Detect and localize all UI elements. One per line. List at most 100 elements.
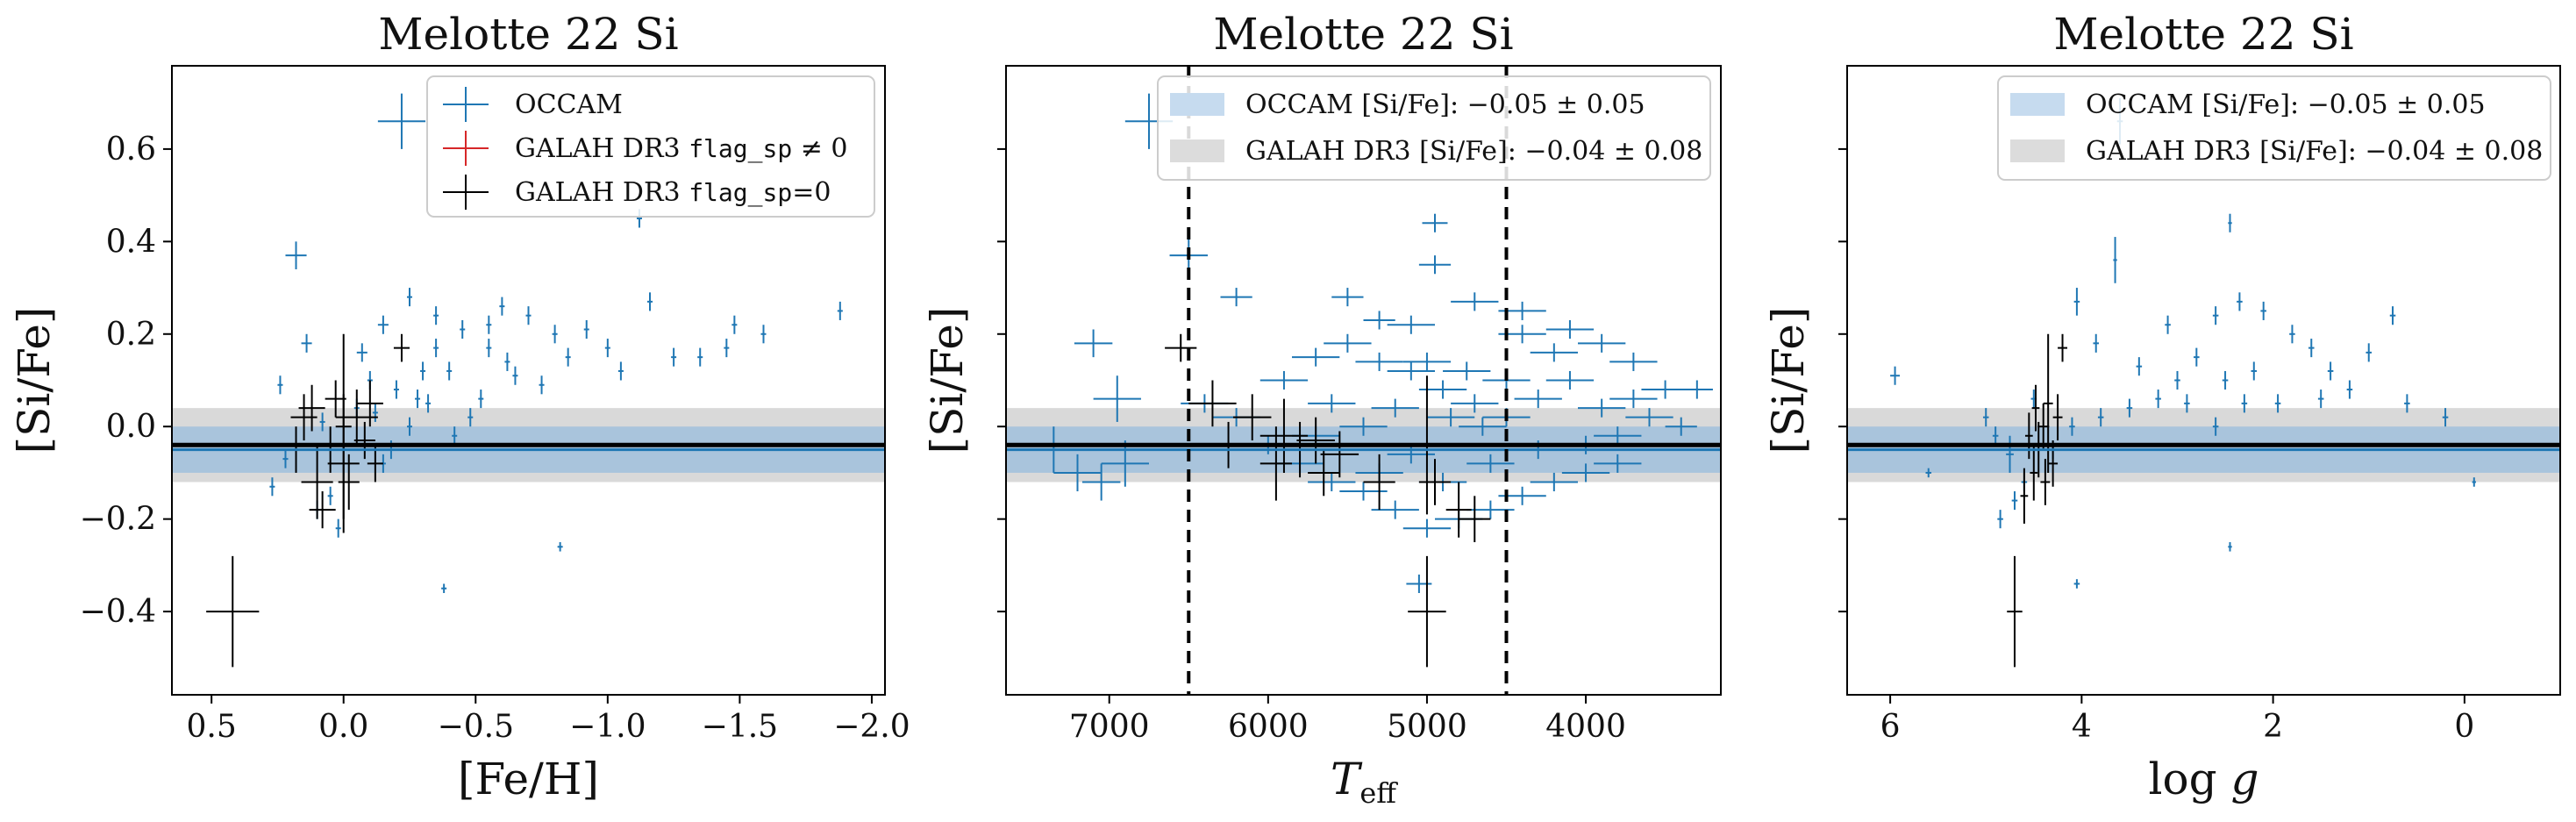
data-point: [2274, 394, 2281, 413]
data-point: [1997, 510, 2003, 529]
data-point: [2472, 477, 2476, 487]
legend: OCCAM [Si/Fe]: −0.05 ± 0.05 GALAH DR3 [Si…: [1997, 75, 2551, 181]
legend-label: OCCAM [Si/Fe]: −0.05 ± 0.05: [1245, 89, 1645, 120]
data-point: [367, 445, 383, 482]
data-point: [353, 421, 375, 460]
x-axis-label: log g: [2148, 754, 2258, 804]
data-point: [1402, 352, 1452, 371]
x-tick-label: 2: [2263, 709, 2283, 745]
data-point: [486, 315, 492, 334]
data-point: [2040, 459, 2051, 505]
data-point: [1363, 454, 1395, 511]
legend-label: OCCAM: [515, 89, 623, 120]
data-point: [2222, 370, 2229, 390]
data-point: [2073, 288, 2080, 316]
data-point: [2212, 306, 2219, 325]
data-point: [512, 366, 518, 385]
data-point: [452, 426, 458, 446]
data-point: [2126, 398, 2133, 418]
data-point: [406, 288, 413, 307]
data-point: [1093, 375, 1141, 422]
data-point: [1443, 361, 1491, 381]
plot-area: [1847, 97, 2560, 668]
legend-entry: GALAH DR3 [Si/Fe]: −0.04 ± 0.08: [1170, 136, 1702, 167]
data-point: [1053, 454, 1102, 492]
data-point: [486, 339, 492, 358]
x-tick-label: 6000: [1228, 709, 1309, 745]
data-point: [269, 477, 275, 497]
legend-marker: [443, 175, 489, 210]
data-point: [1331, 288, 1364, 307]
panel-feh: 0.5 0.0 −0.5 −1.0 −1.5 −2.0 −0.4 −0.2 0.0 0.2 0.4 0…: [9, 9, 910, 804]
chart-title: Melotte 22 Si: [2053, 9, 2353, 60]
data-point: [604, 339, 610, 358]
data-point: [1545, 319, 1595, 340]
legend-entry: OCCAM [Si/Fe]: −0.05 ± 0.05: [1170, 89, 1645, 120]
data-point: [2113, 237, 2117, 283]
legend-patch: [1170, 139, 1224, 162]
legend-frame: [1997, 75, 2551, 181]
data-point: [1320, 431, 1359, 478]
data-point: [1530, 472, 1578, 492]
data-point: [2212, 417, 2219, 436]
y-tick-label: −0.2: [80, 502, 156, 538]
data-point: [760, 325, 767, 344]
data-point: [1232, 394, 1272, 441]
data-point: [327, 486, 333, 505]
data-point: [1992, 426, 1999, 446]
x-tick-label: 0: [2454, 709, 2474, 745]
legend-patch: [2010, 139, 2065, 162]
legend-marker: [443, 131, 489, 166]
data-point: [356, 380, 383, 427]
data-point: [1074, 329, 1113, 358]
x-tick-label: −2.0: [833, 709, 910, 745]
data-point: [2184, 394, 2190, 413]
legend-label: GALAH DR3 [Si/Fe]: −0.04 ± 0.08: [2086, 136, 2543, 167]
data-point: [617, 361, 624, 381]
x-tick-label: 4000: [1545, 709, 1626, 745]
data-point: [1466, 454, 1515, 473]
data-point: [1609, 352, 1658, 371]
data-point: [499, 297, 505, 316]
data-point: [1101, 440, 1149, 487]
axes-frame: [1846, 65, 2561, 696]
data-point: [2030, 445, 2038, 501]
legend-label: GALAH DR3 flag_sp ≠ 0: [515, 133, 848, 164]
x-tick-label: 0.5: [187, 709, 237, 745]
data-point: [309, 491, 336, 529]
x-axis-label: [Fe/H]: [458, 754, 599, 804]
data-point: [415, 390, 421, 409]
y-tick-label: −0.4: [80, 594, 156, 630]
data-point: [1545, 370, 1595, 390]
legend-label: GALAH DR3 flag_sp=0: [515, 177, 831, 208]
data-point: [1426, 408, 1475, 427]
x-axis-label: Teff: [1331, 754, 1398, 810]
y-tick-label: 0.4: [106, 224, 156, 260]
data-point: [1422, 213, 1448, 232]
legend-frame: [1157, 75, 1711, 181]
data-point: [1594, 426, 1642, 446]
data-point: [425, 394, 432, 413]
x-tick-label: 0.0: [318, 709, 368, 745]
x-tick-label: −1.0: [569, 709, 646, 745]
data-point: [1259, 426, 1292, 501]
data-point: [697, 347, 703, 367]
data-point: [2442, 408, 2449, 427]
data-point: [460, 319, 466, 340]
data-point: [2228, 542, 2232, 552]
data-point: [2241, 394, 2248, 413]
y-tick-label: 0.6: [106, 132, 156, 168]
data-point: [335, 518, 341, 538]
data-point: [2308, 339, 2315, 358]
legend-label: OCCAM [Si/Fe]: −0.05 ± 0.05: [2086, 89, 2486, 120]
chart-title: Melotte 22 Si: [1213, 9, 1513, 60]
data-point: [1292, 347, 1340, 367]
data-point: [2237, 292, 2243, 311]
data-point: [2007, 555, 2023, 668]
data-point: [372, 403, 378, 422]
data-point: [1220, 288, 1252, 307]
legend: OCCAM GALAH DR3 flag_sp ≠ 0 GALAH DR3 flag…: [426, 75, 875, 218]
x-tick-label: −1.5: [702, 709, 778, 745]
data-point: [2194, 347, 2200, 367]
data-point: [1308, 449, 1340, 497]
